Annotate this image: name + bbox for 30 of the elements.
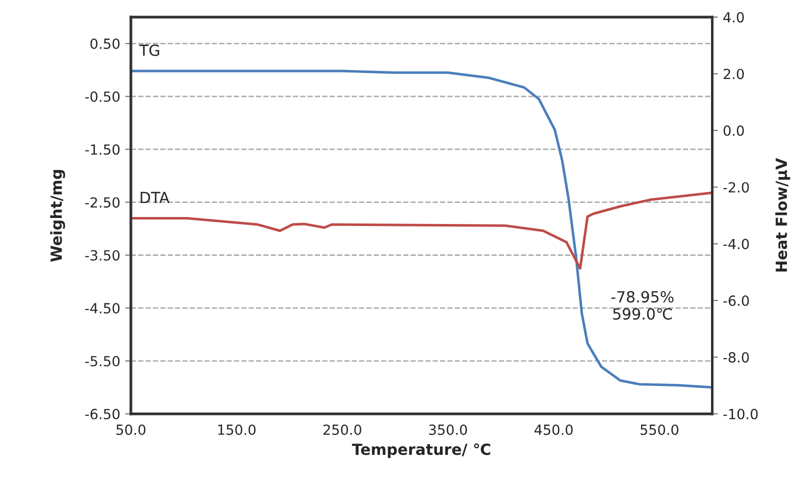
x-tick-label: 150.0 <box>218 424 256 435</box>
y-tick-label: -2.50 <box>85 197 120 208</box>
annotation: -78.95% 599.0℃ <box>611 291 674 320</box>
x-tick-label: 550.0 <box>640 424 678 435</box>
x-tick-label: 350.0 <box>429 424 467 435</box>
y-tick-label: -0.50 <box>85 91 120 102</box>
x-tick-label: 250.0 <box>323 424 362 435</box>
y-tick-label: -3.50 <box>85 250 120 261</box>
x-tick-label: 50.0 <box>116 424 146 435</box>
y2-tick-label: 2.0 <box>724 68 744 80</box>
y2-tick-label: -4.0 <box>723 238 749 250</box>
series-label: TG <box>139 44 160 56</box>
y-axis-title: Weight/mg <box>50 170 66 262</box>
y2-tick-label: 4.0 <box>723 12 744 23</box>
y-tick-label: -4.50 <box>85 302 120 314</box>
y2-axis-title: Heat Flow/μV <box>775 158 790 272</box>
x-tick-label: 450.0 <box>534 424 573 435</box>
x-axis-title: Temperature/ ℃ <box>352 443 490 458</box>
y-tick-label: -6.50 <box>85 408 120 420</box>
y2-tick-label: -8.0 <box>723 352 749 363</box>
series-label: DTA <box>140 192 170 204</box>
y2-tick-label: -10.0 <box>723 408 758 420</box>
y2-tick-label: -6.0 <box>723 295 749 306</box>
y2-tick-label: 0.0 <box>724 125 744 136</box>
y-tick-label: -1.50 <box>85 144 120 155</box>
y-tick-label: 0.50 <box>90 38 120 50</box>
line-series <box>130 192 712 270</box>
line-series <box>130 70 712 389</box>
y2-tick-label: -2.0 <box>723 182 749 193</box>
y-tick-label: -5.50 <box>85 356 120 366</box>
